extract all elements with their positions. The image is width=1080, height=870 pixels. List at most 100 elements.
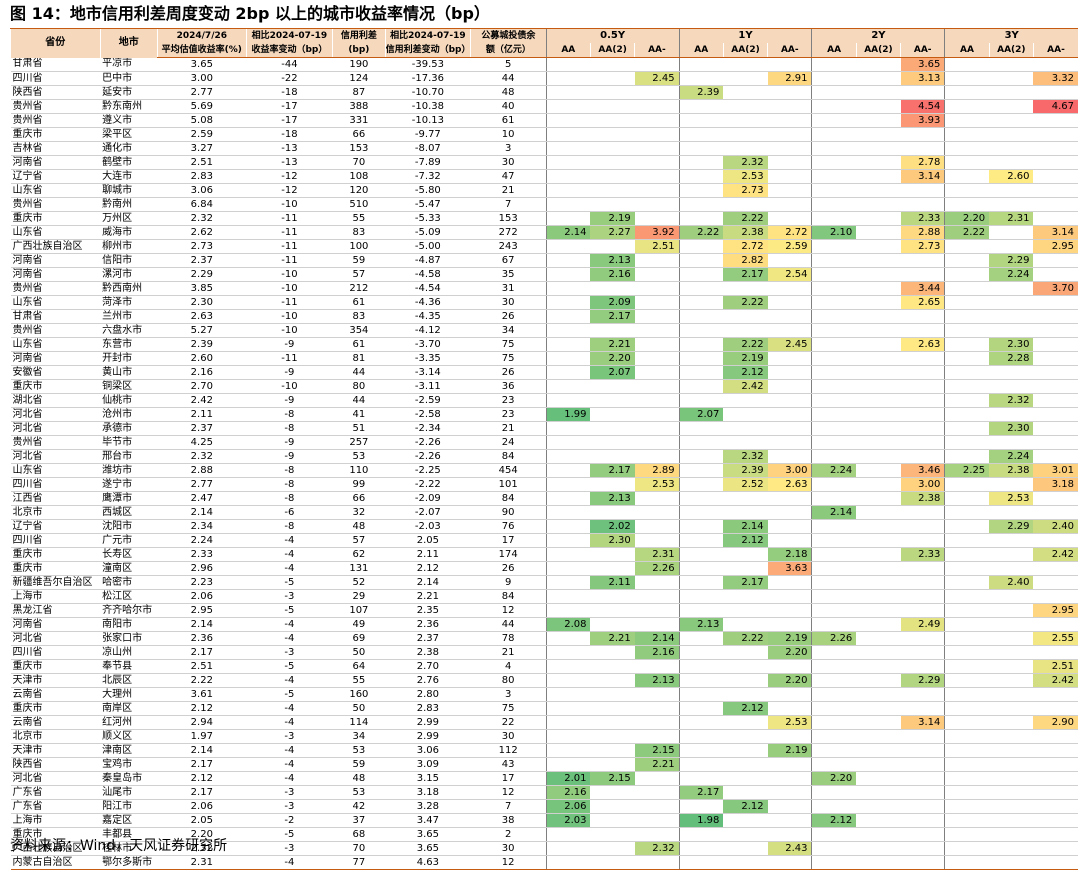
- cell-yield-0-5y-aa-minus: [634, 491, 680, 506]
- cell-yield-0-5y-aa2: [590, 729, 635, 744]
- cell-yield-1y-aa2: 2.42: [723, 379, 768, 394]
- cell-city: 仙桃市: [100, 393, 158, 408]
- cell-province: 广西壮族自治区: [10, 841, 101, 856]
- cell-spread: 80: [332, 379, 386, 394]
- cell-yield-2y-aa2: [856, 673, 901, 688]
- cell-yield-2y-aa-minus: [900, 561, 945, 576]
- cell-yield-2y-aa2: [856, 197, 901, 212]
- cell-yield-0-5y-aa2: [590, 435, 635, 450]
- cell-yield-3y-aa-minus: [1033, 141, 1078, 156]
- cell-yield-3y-aa-minus: [1033, 197, 1078, 212]
- cell-spread: 55: [332, 211, 386, 226]
- cell-yield-2y-aa2: [856, 113, 901, 128]
- cell-yield-2y-aa-minus: [900, 365, 945, 380]
- header-rating-aa-minus: AA-: [767, 43, 812, 58]
- cell-yield-0-5y-aa: [545, 645, 591, 660]
- cell-spread: 257: [332, 435, 386, 450]
- cell-yield-0-5y-aa: [545, 155, 591, 170]
- cell-yield-0-5y-aa: [545, 575, 591, 590]
- header-date: 2024/7/26: [157, 28, 247, 43]
- cell-yield-change: -10: [246, 267, 333, 282]
- cell-city: 柳州市: [100, 239, 158, 254]
- cell-yield-1y-aa2: 2.17: [723, 575, 768, 590]
- cell-yield-0-5y-aa-minus: 3.92: [634, 225, 680, 240]
- cell-yield-2y-aa: [811, 57, 857, 72]
- cell-yield-2y-aa: [811, 183, 857, 198]
- cell-yield-2y-aa: [811, 491, 857, 506]
- cell-yield-0-5y-aa: [545, 421, 591, 436]
- cell-yield-1y-aa: [678, 575, 724, 590]
- cell-yield-0-5y-aa-minus: 2.32: [634, 841, 680, 856]
- cell-yield-0-5y-aa2: [590, 855, 635, 870]
- cell-yield-3y-aa-minus: [1033, 435, 1078, 450]
- cell-yield-3y-aa: [944, 421, 990, 436]
- cell-yield-0-5y-aa-minus: [634, 169, 680, 184]
- cell-yield-1y-aa-minus: [767, 85, 812, 100]
- cell-spread: 66: [332, 127, 386, 142]
- cell-city: 邢台市: [100, 449, 158, 464]
- cell-spread: 34: [332, 729, 386, 744]
- cell-yield-3y-aa2: [989, 841, 1034, 856]
- cell-yield-2y-aa-minus: [900, 435, 945, 450]
- cell-yield-0-5y-aa-minus: [634, 785, 680, 800]
- cell-bond-balance: 44: [470, 71, 547, 86]
- cell-province: 山东省: [10, 337, 101, 352]
- header-group-0-5y: 0.5Y: [545, 28, 680, 43]
- cell-spread-change: -5.00: [385, 239, 471, 254]
- table-row: 湖北省 仙桃市 2.42 -9 44 -2.59 23 2.32: [10, 393, 1078, 408]
- cell-spread: 108: [332, 169, 386, 184]
- cell-yield-1y-aa2: 2.73: [723, 183, 768, 198]
- cell-yield-2y-aa-minus: [900, 183, 945, 198]
- cell-spread-change: 2.14: [385, 575, 471, 590]
- cell-bond-balance: 2: [470, 827, 547, 842]
- cell-spread-change: 2.70: [385, 659, 471, 674]
- cell-yield-0-5y-aa-minus: [634, 197, 680, 212]
- cell-city: 阳江市: [100, 799, 158, 814]
- cell-yield-1y-aa-minus: [767, 491, 812, 506]
- cell-city: 北辰区: [100, 673, 158, 688]
- cell-yield-0-5y-aa: [545, 603, 591, 618]
- cell-yield-3y-aa: [944, 113, 990, 128]
- cell-yield-0-5y-aa: [545, 281, 591, 296]
- cell-yield-2y-aa2: [856, 239, 901, 254]
- cell-yield-0-5y-aa-minus: [634, 379, 680, 394]
- cell-yield-3y-aa-minus: [1033, 57, 1078, 72]
- cell-yield-change: -17: [246, 99, 333, 114]
- cell-yield-0-5y-aa-minus: 2.51: [634, 239, 680, 254]
- cell-yield-change: -5: [246, 687, 333, 702]
- cell-yield-0-5y-aa2: [590, 617, 635, 632]
- cell-yield-2y-aa: [811, 127, 857, 142]
- cell-yield-change: -8: [246, 477, 333, 492]
- cell-yield-2y-aa2: [856, 771, 901, 786]
- cell-yield-1y-aa: [678, 603, 724, 618]
- cell-spread-change: 2.99: [385, 715, 471, 730]
- cell-yield-3y-aa2: 2.38: [989, 463, 1034, 478]
- cell-spread: 29: [332, 589, 386, 604]
- cell-yield-3y-aa: [944, 701, 990, 716]
- cell-province: 北京市: [10, 505, 101, 520]
- cell-yield-3y-aa: [944, 687, 990, 702]
- cell-spread: 53: [332, 743, 386, 758]
- cell-bond-balance: 67: [470, 253, 547, 268]
- cell-yield-1y-aa2: 2.22: [723, 295, 768, 310]
- cell-spread-change: -10.13: [385, 113, 471, 128]
- cell-city: 承德市: [100, 421, 158, 436]
- cell-bond-balance: 21: [470, 421, 547, 436]
- cell-yield-3y-aa2: [989, 589, 1034, 604]
- cell-yield-3y-aa2: [989, 183, 1034, 198]
- cell-city: 齐齐哈尔市: [100, 603, 158, 618]
- cell-avg-yield: 2.17: [157, 645, 247, 660]
- cell-yield-2y-aa: [811, 211, 857, 226]
- cell-province: 四川省: [10, 533, 101, 548]
- cell-yield-3y-aa: [944, 813, 990, 828]
- cell-yield-3y-aa-minus: [1033, 379, 1078, 394]
- cell-spread-change: 2.37: [385, 631, 471, 646]
- cell-yield-2y-aa-minus: 2.73: [900, 239, 945, 254]
- cell-yield-0-5y-aa2: [590, 743, 635, 758]
- cell-yield-change: -13: [246, 141, 333, 156]
- cell-yield-2y-aa: [811, 673, 857, 688]
- cell-yield-2y-aa2: [856, 729, 901, 744]
- cell-yield-change: -44: [246, 57, 333, 72]
- cell-yield-2y-aa2: [856, 127, 901, 142]
- cell-yield-2y-aa-minus: 2.65: [900, 295, 945, 310]
